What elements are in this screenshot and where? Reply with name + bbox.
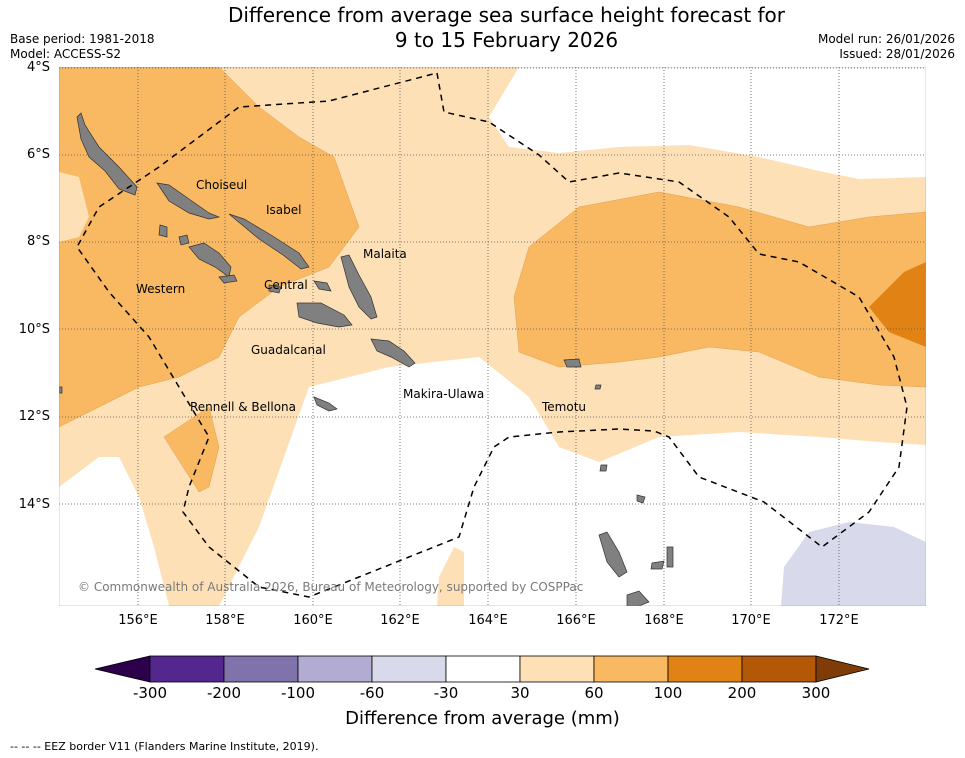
island-russell: [268, 284, 282, 294]
island-vella: [158, 224, 168, 238]
colorbar-segment-0: [149, 655, 225, 683]
eez-border: [76, 72, 908, 598]
island-vanuatu-4: [650, 560, 665, 570]
sea-surface-height-map: [59, 67, 926, 606]
neutral-region-south: [219, 357, 926, 606]
region-label-choiseul: Choiseul: [196, 178, 248, 192]
island-torres: [599, 464, 608, 472]
base-period: Base period: 1981-2018: [10, 32, 155, 46]
colorbar-tick-label: -60: [359, 684, 385, 702]
band-60-100-rennell: [163, 406, 220, 493]
map-title: Difference from average sea surface heig…: [0, 3, 965, 53]
issued-date: Issued: 28/01/2026: [839, 47, 955, 61]
lon-label-162e: 162°E: [380, 613, 420, 628]
island-choiseul: [76, 112, 138, 196]
run-info: Model run: 26/01/2026 Issued: 28/01/2026: [818, 32, 955, 62]
colorbar-tick-label: 30: [510, 684, 530, 702]
neutral-region-north: [489, 67, 926, 179]
region-label-central: Central: [264, 278, 308, 292]
colorbar-segment-4: [445, 655, 521, 683]
island-malaita: [340, 254, 378, 320]
island-vanikoro: [594, 384, 602, 390]
colorbar-tick-label: -200: [206, 684, 242, 702]
neutral-region-southwest: [59, 457, 169, 606]
colorbar-extend-low: [95, 655, 151, 683]
lon-label-170e: 170°E: [731, 613, 771, 628]
lon-label-164e: 164°E: [468, 613, 508, 628]
island-new-georgia: [188, 242, 232, 278]
island-rennell: [313, 396, 338, 412]
gridlines: [59, 67, 926, 606]
lat-label-14s: 14°S: [18, 497, 50, 512]
model-info: Base period: 1981-2018 Model: ACCESS-S2: [10, 32, 155, 62]
model-name: Model: ACCESS-S2: [10, 47, 122, 61]
colorbar-segment-6: [593, 655, 669, 683]
colorbar-segment-2: [297, 655, 373, 683]
lon-label-156e: 156°E: [118, 613, 158, 628]
region-label-guadalcanal: Guadalcanal: [251, 343, 326, 357]
lat-label-8s: 8°S: [26, 234, 50, 249]
lat-label-12s: 12°S: [18, 409, 50, 424]
colorbar-title: Difference from average (mm): [345, 708, 620, 729]
lon-label-168e: 168°E: [644, 613, 684, 628]
island-rendova: [218, 274, 238, 284]
colorbar-tick-label: 300: [801, 684, 831, 702]
band-60-100-east: [513, 191, 926, 388]
lon-label-166e: 166°E: [556, 613, 596, 628]
island-banks: [636, 494, 646, 504]
region-label-temotu: Temotu: [542, 400, 587, 414]
colorbar-segment-3: [371, 655, 447, 683]
copyright-notice: © Commonwealth of Australia 2026, Bureau…: [78, 580, 584, 594]
region-label-western: Western: [136, 282, 186, 296]
island-west-edge: [59, 386, 63, 394]
band-30-60-west-edge: [59, 172, 89, 242]
colorbar: [95, 655, 870, 683]
island-florida: [313, 280, 332, 292]
band-100-200-east: [869, 262, 926, 347]
island-makira: [370, 338, 416, 368]
island-isabel-tail: [228, 213, 310, 270]
band-30-60-south: [437, 547, 464, 606]
island-vanuatu-2: [626, 590, 650, 606]
colorbar-tick-label: -30: [433, 684, 459, 702]
colorbar-tick-label: -100: [280, 684, 316, 702]
colorbar-segment-7: [667, 655, 743, 683]
island-guadalcanal: [296, 302, 353, 328]
region-label-malaita: Malaita: [363, 247, 407, 261]
islands: [59, 112, 674, 606]
colorbar-tick-label: -300: [132, 684, 168, 702]
island-vanuatu-1: [598, 531, 628, 578]
colorbar-segment-8: [741, 655, 817, 683]
region-label-isabel: Isabel: [266, 203, 302, 217]
island-kolombangara: [178, 234, 190, 246]
lon-label-158e: 158°E: [205, 613, 245, 628]
colorbar-extend-high: [815, 655, 870, 683]
colorbar-tick-label: 200: [727, 684, 757, 702]
island-santa-isabel: [156, 182, 221, 220]
colorbar-segment-1: [223, 655, 299, 683]
title-line-2: 9 to 15 February 2026: [394, 28, 619, 52]
colorbar-tick-label: 60: [584, 684, 604, 702]
lat-label-10s: 10°S: [18, 322, 50, 337]
lon-label-160e: 160°E: [293, 613, 333, 628]
colorbar-tick-label: 100: [653, 684, 683, 702]
eez-footnote: -- -- -- EEZ border V11 (Flanders Marine…: [10, 740, 319, 753]
title-line-1: Difference from average sea surface heig…: [227, 3, 786, 27]
model-run: Model run: 26/01/2026: [817, 32, 955, 46]
lat-label-6s: 6°S: [26, 147, 50, 162]
lon-label-172e: 172°E: [819, 613, 859, 628]
colorbar-segment-5: [519, 655, 595, 683]
lat-label-4s: 4°S: [26, 60, 50, 75]
region-label-makira-ulawa: Makira-Ulawa: [403, 387, 485, 401]
island-vanuatu-3: [666, 546, 674, 568]
region-label-rennell-bellona: Rennell & Bellona: [190, 400, 297, 414]
island-santa-cruz: [563, 358, 582, 368]
